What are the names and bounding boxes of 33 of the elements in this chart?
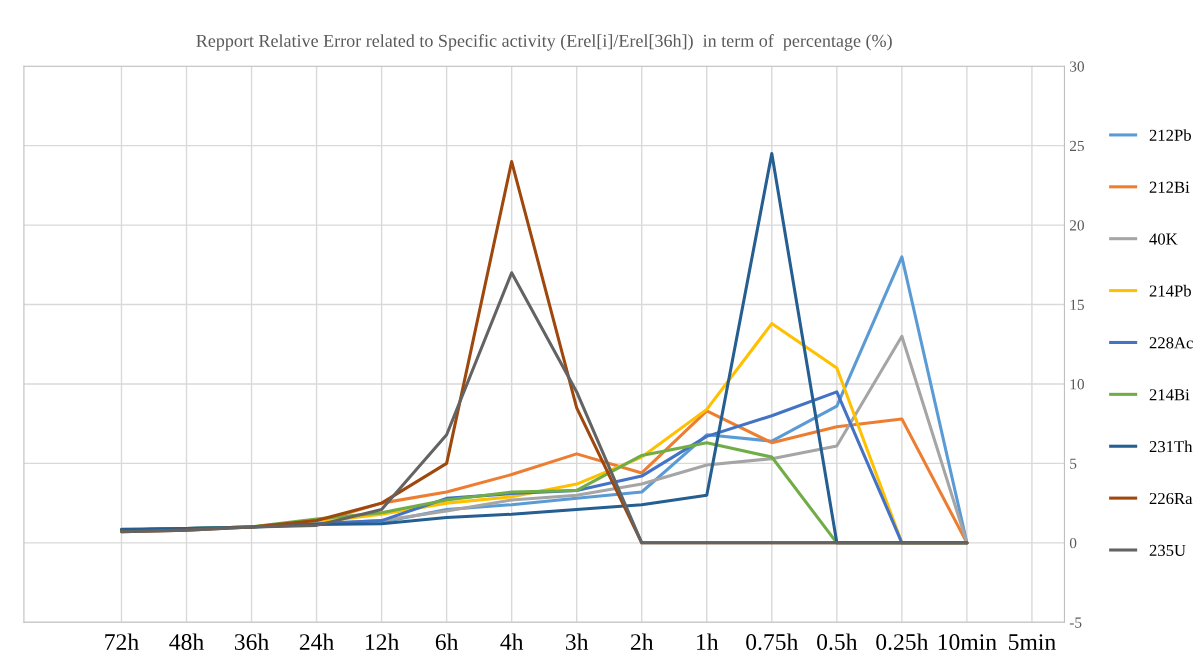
x-tick-label: 0.75h <box>746 633 799 651</box>
chart-title: Repport Relative Error related to Specific activity (Erel[i]/Erel[36h]) in term of percentage (%) <box>196 34 892 51</box>
y-tick-label: 0 <box>1069 537 1077 549</box>
legend-label: 40K <box>1149 233 1178 245</box>
legend-label: 212Pb <box>1149 129 1191 141</box>
legend-label: 231Th <box>1149 440 1193 453</box>
x-tick-label: 48h <box>169 633 204 651</box>
x-tick-label: 3h <box>566 633 589 651</box>
legend-label: 214Bi <box>1149 389 1190 401</box>
x-tick-label: 0.25h <box>876 633 929 651</box>
y-tick-label: 5 <box>1070 458 1077 469</box>
x-tick-label: 72h <box>105 633 139 650</box>
y-tick-label: 15 <box>1070 299 1084 310</box>
y-tick-label: -5 <box>1069 617 1082 628</box>
x-tick-label: 5min <box>1009 634 1056 651</box>
x-tick-label: 0.5h <box>817 633 858 651</box>
y-tick-label: 10 <box>1070 379 1084 390</box>
x-tick-label: 36h <box>234 633 269 651</box>
y-tick-label: 20 <box>1069 220 1084 231</box>
legend-label: 214Pb <box>1149 284 1191 297</box>
x-tick-label: 1h <box>697 633 719 650</box>
x-tick-label: 6h <box>435 633 459 651</box>
legend-label: 212Bi <box>1149 181 1190 193</box>
x-tick-label: 24h <box>299 633 334 650</box>
legend-label: 228Ac <box>1149 337 1193 349</box>
x-tick-label: 2h <box>630 633 654 650</box>
x-tick-label: 10min <box>938 634 997 651</box>
y-tick-label: 25 <box>1069 140 1084 152</box>
legend-label: 235U <box>1149 544 1186 556</box>
x-tick-label: 4h <box>500 633 524 650</box>
legend-label: 226Ra <box>1149 492 1193 505</box>
y-tick-label: 30 <box>1070 61 1084 72</box>
x-tick-label: 12h <box>365 633 399 650</box>
